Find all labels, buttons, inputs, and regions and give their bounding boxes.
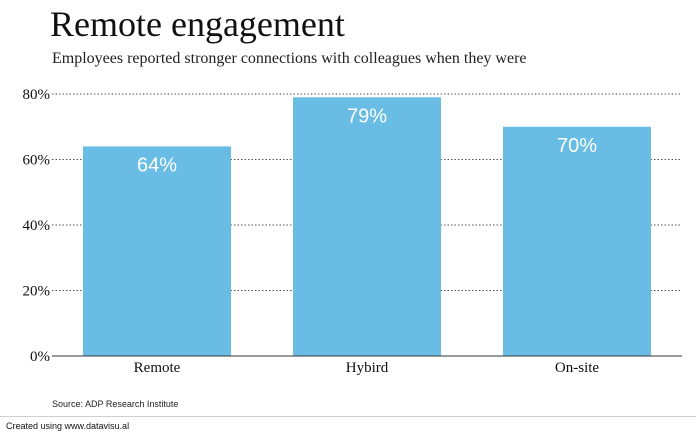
source-note: Source: ADP Research Institute bbox=[52, 399, 179, 409]
y-tick-label: 20% bbox=[23, 284, 51, 300]
chart-title: Remote engagement bbox=[50, 4, 345, 44]
bar-value-label: 79% bbox=[347, 105, 387, 127]
y-tick-label: 0% bbox=[30, 349, 50, 365]
x-tick-label: Remote bbox=[134, 360, 181, 376]
bar bbox=[503, 126, 651, 356]
y-tick-label: 80% bbox=[23, 87, 51, 103]
y-tick-label: 40% bbox=[23, 218, 51, 234]
footer-credit: Created using www.datavisu.al bbox=[6, 421, 130, 431]
chart-subtitle: Employees reported stronger connections … bbox=[52, 50, 527, 67]
bar-value-label: 64% bbox=[137, 154, 177, 176]
x-tick-label: Hybird bbox=[346, 360, 389, 376]
footer-divider bbox=[0, 416, 696, 417]
bar-chart: 0% 20% 40% 60% 80% 64% Remote 79% Hybird 70% On-si… bbox=[23, 87, 682, 376]
bar bbox=[293, 97, 441, 357]
bar-value-label: 70% bbox=[557, 135, 597, 157]
x-tick-label: On-site bbox=[555, 360, 600, 376]
y-tick-label: 60% bbox=[23, 153, 51, 169]
bar bbox=[83, 146, 231, 356]
